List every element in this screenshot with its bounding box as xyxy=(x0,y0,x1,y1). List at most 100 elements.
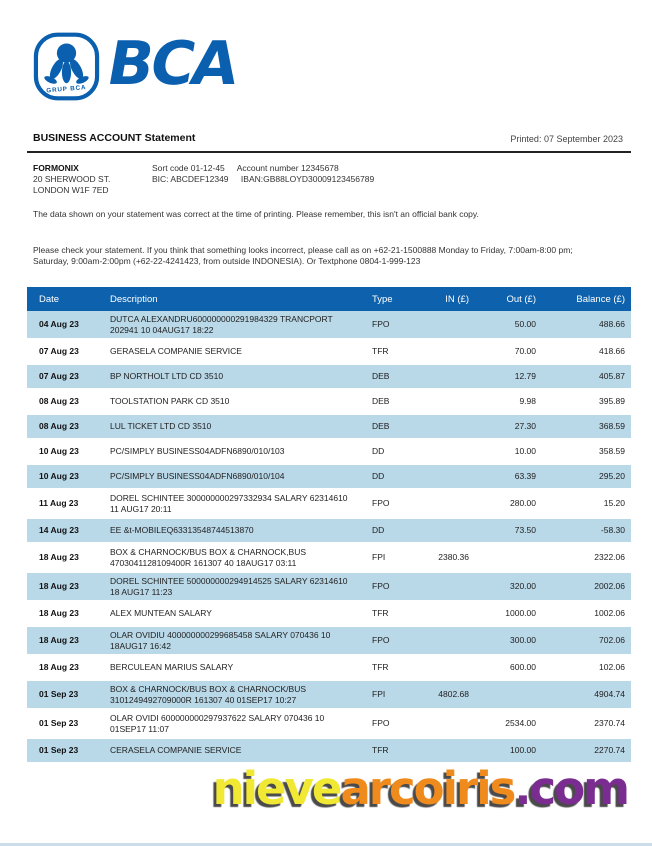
transaction-type: FPO xyxy=(372,581,390,592)
transaction-out-amount: 1000.00 xyxy=(505,608,536,619)
transaction-out-amount: 100.00 xyxy=(510,745,536,756)
transaction-row: 18 Aug 23 OLAR OVIDIU 400000000299685458… xyxy=(27,627,631,656)
transaction-row: 07 Aug 23 GERASELA COMPANIE SERVICE TFR … xyxy=(27,340,631,365)
page-bottom-strip xyxy=(0,843,652,846)
transaction-type: FPI xyxy=(372,552,386,563)
transaction-balance: 2002.06 xyxy=(594,581,625,592)
transaction-description: OLAR OVIDIU 400000000299685458 SALARY 07… xyxy=(110,630,331,651)
transaction-out-amount: 12.79 xyxy=(514,371,536,382)
transaction-type: TFR xyxy=(372,662,389,673)
account-holder-name: FORMONIX xyxy=(33,163,79,173)
transaction-description: TOOLSTATION PARK CD 3510 xyxy=(110,396,230,407)
transaction-type: DD xyxy=(372,446,385,457)
accuracy-notice: The data shown on your statement was cor… xyxy=(33,209,479,219)
transaction-type: DEB xyxy=(372,371,390,382)
bca-flower-icon: GRUP BCA xyxy=(33,32,100,101)
transaction-balance: 2370.74 xyxy=(594,718,625,729)
printed-date: Printed: 07 September 2023 xyxy=(510,134,623,144)
statement-content: BUSINESS ACCOUNT Statement Printed: 07 S… xyxy=(27,132,631,764)
transaction-date: 07 Aug 23 xyxy=(39,371,79,382)
transaction-description: CERASELA COMPANIE SERVICE xyxy=(110,745,242,756)
transaction-balance: 295.20 xyxy=(599,471,625,482)
transaction-balance: -58.30 xyxy=(600,525,625,536)
bic-iban-line: BIC: ABCDEF12349 IBAN:GB88LOYD3000912345… xyxy=(152,174,384,185)
transaction-row: 18 Aug 23 ALEX MUNTEAN SALARY TFR 1000.0… xyxy=(27,602,631,627)
transaction-date: 18 Aug 23 xyxy=(39,608,79,619)
transaction-type: DEB xyxy=(372,421,390,432)
title-row: BUSINESS ACCOUNT Statement Printed: 07 S… xyxy=(27,132,631,144)
watermark-part-3: .com xyxy=(514,762,630,815)
iban: IBAN:GB88LOYD30009123456789 xyxy=(240,174,375,184)
transaction-type: FPO xyxy=(372,319,390,330)
transaction-balance: 102.06 xyxy=(599,662,625,673)
transaction-out-amount: 280.00 xyxy=(510,498,536,509)
transaction-type: DEB xyxy=(372,396,390,407)
transaction-out-amount: 600.00 xyxy=(510,662,536,673)
transaction-row: 14 Aug 23 EE &t-MOBILEQ63313548744513870… xyxy=(27,519,631,544)
transaction-row: 18 Aug 23 BERCULEAN MARIUS SALARY TFR 60… xyxy=(27,656,631,681)
statement-title: BUSINESS ACCOUNT Statement xyxy=(33,132,196,144)
contact-notice: Please check your statement. If you thin… xyxy=(33,245,573,266)
transaction-date: 01 Sep 23 xyxy=(39,745,79,756)
transactions-table: Date Description Type IN (£) Out (£) Bal… xyxy=(27,287,631,764)
transaction-out-amount: 50.00 xyxy=(514,319,536,330)
transaction-date: 18 Aug 23 xyxy=(39,662,79,673)
transaction-date: 01 Sep 23 xyxy=(39,718,79,729)
transaction-description: DOREL SCHINTEE 500000000294914525 SALARY… xyxy=(110,576,348,597)
account-codes: Sort code 01-12-45 Account number 123456… xyxy=(152,163,384,196)
transaction-row: 01 Sep 23 CERASELA COMPANIE SERVICE TFR … xyxy=(27,739,631,764)
transaction-row: 18 Aug 23 DOREL SCHINTEE 500000000294914… xyxy=(27,573,631,602)
transaction-type: TFR xyxy=(372,346,389,357)
transaction-row: 08 Aug 23 LUL TICKET LTD CD 3510 DEB 27.… xyxy=(27,415,631,440)
transaction-row: 08 Aug 23 TOOLSTATION PARK CD 3510 DEB 9… xyxy=(27,390,631,415)
account-holder-address: FORMONIX 20 SHERWOOD ST. LONDON W1F 7ED xyxy=(33,163,152,196)
transaction-description: GERASELA COMPANIE SERVICE xyxy=(110,346,242,357)
transaction-balance: 2270.74 xyxy=(594,745,625,756)
transaction-in-amount: 4802.68 xyxy=(438,689,469,700)
transaction-row: 04 Aug 23 DUTCA ALEXANDRU600000000291984… xyxy=(27,311,631,340)
transaction-row: 01 Sep 23 BOX & CHARNOCK/BUS BOX & CHARN… xyxy=(27,681,631,710)
transaction-out-amount: 27.30 xyxy=(514,421,536,432)
transaction-balance: 368.59 xyxy=(599,421,625,432)
transaction-out-amount: 10.00 xyxy=(514,446,536,457)
transaction-description: EE &t-MOBILEQ63313548744513870 xyxy=(110,525,254,536)
transaction-type: TFR xyxy=(372,745,389,756)
transaction-type: FPO xyxy=(372,718,390,729)
transaction-date: 18 Aug 23 xyxy=(39,581,79,592)
transaction-out-amount: 73.50 xyxy=(514,525,536,536)
transaction-out-amount: 300.00 xyxy=(510,635,536,646)
transaction-description: BP NORTHOLT LTD CD 3510 xyxy=(110,371,224,382)
transaction-out-amount: 63.39 xyxy=(514,471,536,482)
transaction-type: FPO xyxy=(372,635,390,646)
account-number: Account number 12345678 xyxy=(236,163,339,173)
account-details: FORMONIX 20 SHERWOOD ST. LONDON W1F 7ED … xyxy=(27,163,631,196)
transaction-row: 01 Sep 23 OLAR OVIDI 600000000297937622 … xyxy=(27,710,631,739)
transaction-balance: 4904.74 xyxy=(594,689,625,700)
transaction-date: 01 Sep 23 xyxy=(39,689,79,700)
address-line-1: 20 SHERWOOD ST. xyxy=(33,174,111,184)
address-line-2: LONDON W1F 7ED xyxy=(33,185,109,195)
transaction-type: FPI xyxy=(372,689,386,700)
transaction-description: BOX & CHARNOCK/BUS BOX & CHARNOCK/BUS 31… xyxy=(110,684,307,705)
transaction-description: BERCULEAN MARIUS SALARY xyxy=(110,662,234,673)
transaction-description: PC/SIMPLY BUSINESS04ADFN6890/010/104 xyxy=(110,471,285,482)
column-header-in: IN (£) xyxy=(445,293,469,305)
transaction-out-amount: 9.98 xyxy=(519,396,536,407)
table-header: Date Description Type IN (£) Out (£) Bal… xyxy=(27,287,631,311)
watermark-part-1: nieve xyxy=(212,762,343,815)
grup-bca-label: GRUP BCA xyxy=(46,84,86,94)
site-watermark: nievearcoiris.com xyxy=(212,762,630,815)
transaction-type: DD xyxy=(372,525,385,536)
transaction-description: OLAR OVIDI 600000000297937622 SALARY 070… xyxy=(110,713,325,734)
transaction-row: 11 Aug 23 DOREL SCHINTEE 300000000297332… xyxy=(27,490,631,519)
transaction-out-amount: 320.00 xyxy=(510,581,536,592)
transaction-balance: 15.20 xyxy=(603,498,625,509)
transaction-date: 10 Aug 23 xyxy=(39,471,79,482)
transaction-out-amount: 2534.00 xyxy=(505,718,536,729)
transaction-balance: 405.87 xyxy=(599,371,625,382)
column-header-out: Out (£) xyxy=(506,293,536,305)
transaction-date: 07 Aug 23 xyxy=(39,346,79,357)
transaction-balance: 395.89 xyxy=(599,396,625,407)
transaction-balance: 488.66 xyxy=(599,319,625,330)
